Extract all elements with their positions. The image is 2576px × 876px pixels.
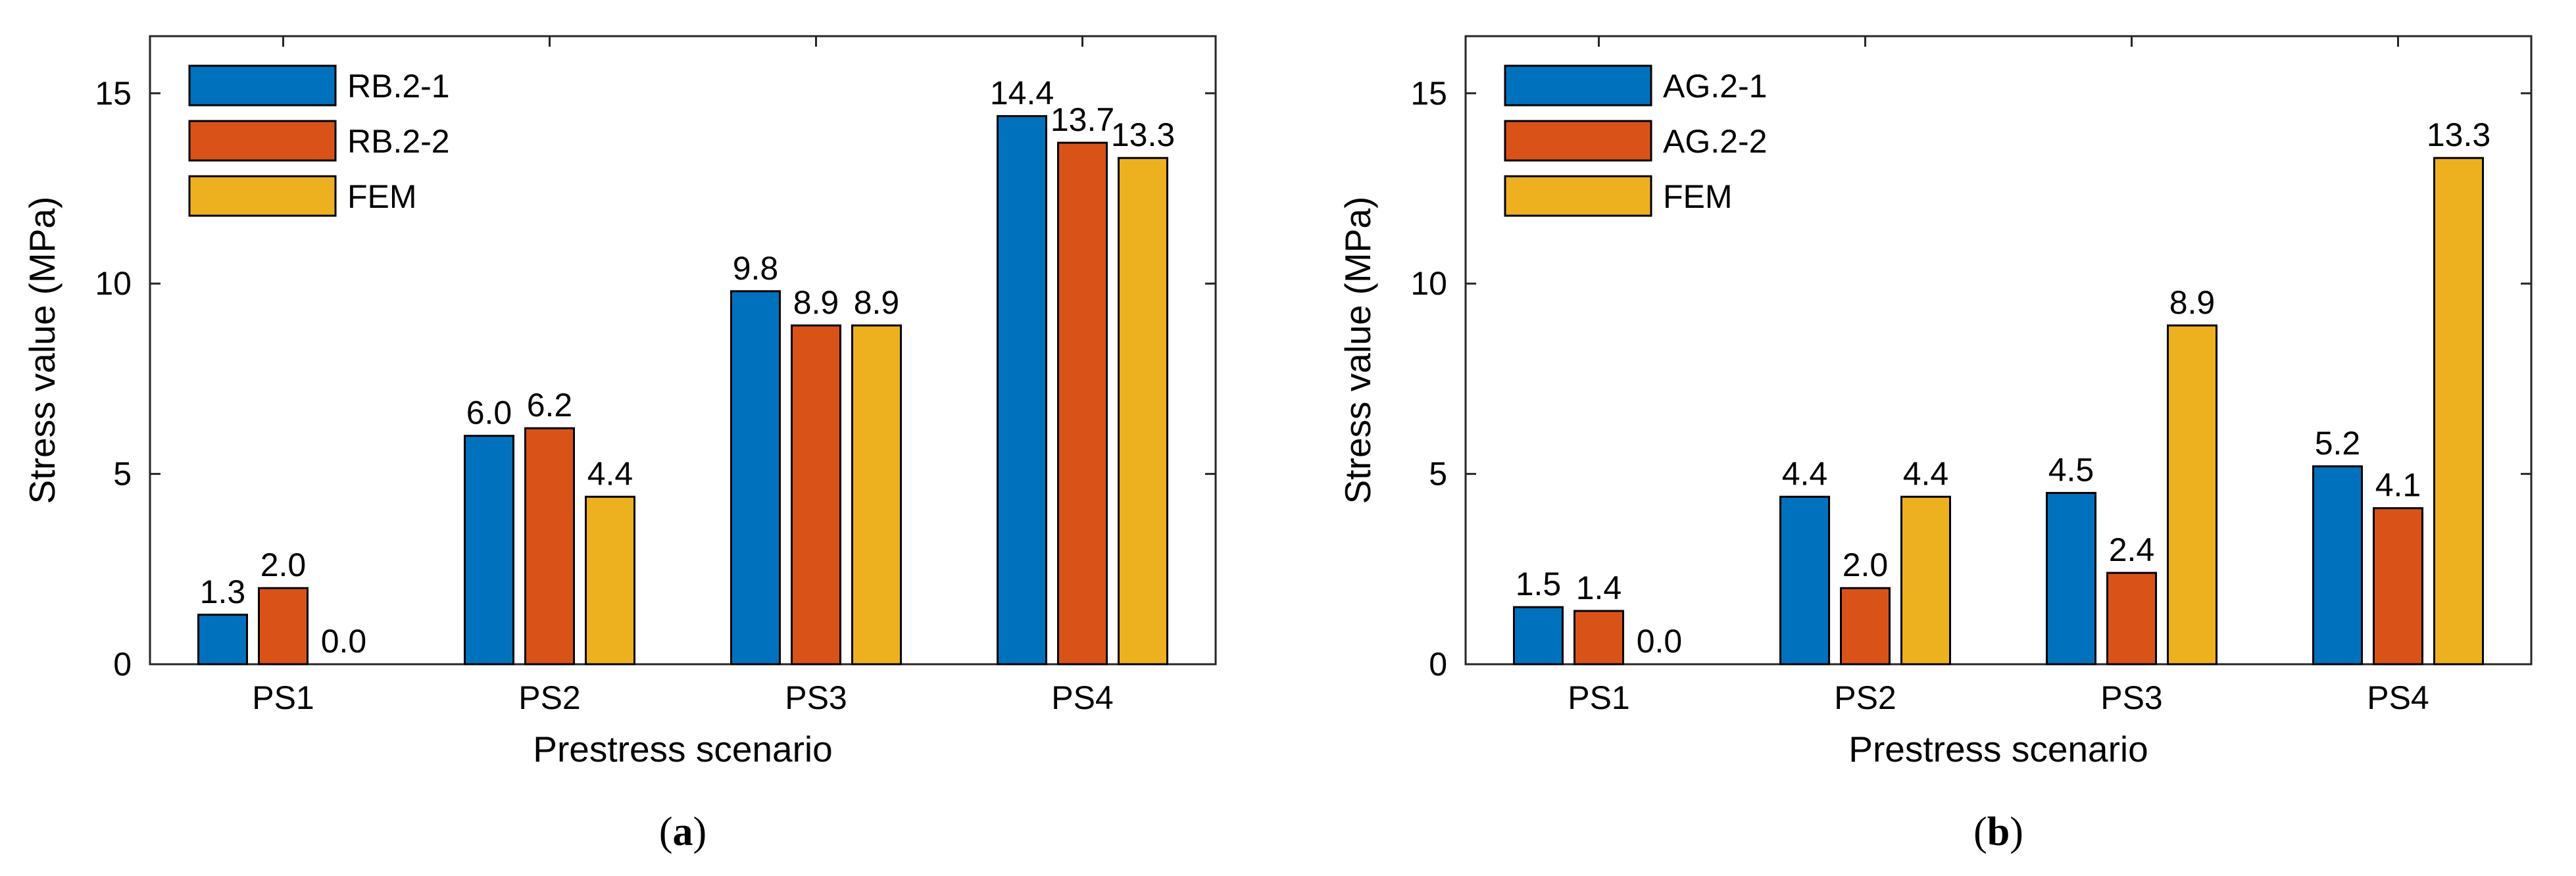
chart-panel-a: 0 5 10 15 PS1 1.3 2.0 0.0 PS2 6.0 6.2 4.4 PS3 9.8 8.9 8… (22, 35, 1217, 854)
bar-RB.2-1-PS1 (197, 614, 248, 666)
panel-letter: b (1987, 810, 2010, 854)
data-label: 4.4 (1782, 455, 1828, 492)
bar-AG.2-1-PS1 (1513, 606, 1564, 666)
x-tick-label: PS3 (2100, 679, 2163, 716)
bar-FEM-PS3 (2167, 324, 2217, 666)
data-label: 8.9 (854, 284, 900, 321)
x-tick-label: PS4 (2367, 679, 2429, 716)
data-label: 8.9 (2169, 284, 2216, 321)
data-label: 6.2 (527, 387, 573, 424)
y-axis-label: Stress value (MPa) (1337, 197, 1378, 504)
data-label: 1.3 (200, 573, 246, 610)
bar-AG.2-2-PS3 (2106, 572, 2157, 666)
y-tick-label: 15 (1410, 75, 1447, 112)
y-tick-label: 0 (1429, 646, 1447, 683)
bar-AG.2-2-PS2 (1840, 587, 1891, 666)
legend-swatch (1504, 175, 1652, 217)
legend-swatch (1504, 64, 1652, 107)
data-label: 9.8 (733, 250, 779, 287)
data-label: 4.4 (587, 455, 633, 492)
data-label: 4.5 (2048, 452, 2094, 489)
x-tick-label: PS4 (1051, 679, 1114, 716)
data-label: 0.0 (321, 623, 367, 660)
data-label: 2.0 (260, 547, 307, 583)
x-tick-label: PS2 (1834, 679, 1896, 716)
legend-swatch (188, 64, 337, 107)
panel-label: (a) (659, 810, 706, 854)
y-tick-label: 5 (1429, 456, 1447, 493)
legend-label: RB.2-1 (347, 68, 450, 105)
data-label: 4.1 (2375, 467, 2421, 504)
legend-label: AG.2-1 (1663, 68, 1767, 105)
y-axis-label: Stress value (MPa) (22, 197, 62, 504)
data-label: 4.4 (1903, 455, 1949, 492)
bar-AG.2-1-PS3 (2046, 492, 2096, 666)
data-label: 2.4 (2109, 531, 2155, 568)
y-tick-label: 10 (1410, 265, 1447, 302)
bar-RB.2-2-PS4 (1057, 141, 1108, 666)
data-label: 14.4 (990, 75, 1054, 112)
data-label: 6.0 (466, 395, 512, 431)
legend-swatch (188, 175, 337, 217)
y-tick-label: 10 (95, 265, 132, 302)
data-label: 13.3 (2427, 116, 2490, 153)
x-axis-label: Prestress scenario (1848, 729, 2148, 769)
bar-RB.2-2-PS1 (258, 587, 309, 666)
axes-box (149, 35, 1217, 666)
panel-letter: a (673, 810, 693, 854)
bar-FEM-PS4 (2433, 157, 2484, 666)
data-label: 5.2 (2315, 425, 2361, 462)
data-label: 0.0 (1637, 623, 1683, 660)
legend-label: RB.2-2 (347, 123, 450, 160)
bar-AG.2-1-PS4 (2312, 465, 2363, 666)
data-label: 13.7 (1051, 101, 1114, 138)
legend-label: FEM (347, 178, 417, 215)
bar-AG.2-2-PS1 (1573, 610, 1624, 666)
x-tick-label: PS2 (518, 679, 581, 716)
bar-FEM-PS2 (585, 495, 635, 666)
bar-FEM-PS3 (851, 324, 902, 666)
bar-AG.2-2-PS4 (2373, 507, 2423, 666)
bar-FEM-PS4 (1118, 157, 1168, 666)
bar-RB.2-2-PS2 (524, 427, 575, 666)
legend-label: AG.2-2 (1663, 123, 1767, 160)
legend-label: FEM (1663, 178, 1733, 215)
legend-swatch (188, 120, 337, 162)
legend-swatch (1504, 120, 1652, 162)
bar-RB.2-1-PS3 (730, 290, 781, 666)
data-label: 1.4 (1576, 570, 1622, 606)
x-tick-label: PS3 (785, 679, 847, 716)
x-axis-label: Prestress scenario (533, 729, 832, 769)
bar-RB.2-2-PS3 (791, 324, 841, 666)
y-tick-label: 0 (113, 646, 132, 683)
data-label: 8.9 (793, 284, 839, 321)
bar-AG.2-1-PS2 (1779, 495, 1830, 666)
panel-label: (b) (1973, 810, 2023, 854)
data-label: 13.3 (1111, 116, 1175, 153)
x-tick-label: PS1 (1568, 679, 1630, 716)
bar-FEM-PS2 (1900, 495, 1951, 666)
data-label: 1.5 (1516, 566, 1562, 602)
x-tick-label: PS1 (252, 679, 314, 716)
y-tick-label: 15 (95, 75, 132, 112)
chart-panel-b: 0 5 10 15 PS1 1.5 1.4 0.0 PS2 4.4 2.0 4.4 PS3 4.5 2.4 8… (1337, 35, 2533, 854)
bar-RB.2-1-PS4 (997, 115, 1047, 666)
bar-RB.2-1-PS2 (464, 435, 514, 666)
axes-box (1464, 35, 2533, 666)
y-tick-label: 5 (113, 456, 132, 493)
data-label: 2.0 (1843, 547, 1889, 583)
